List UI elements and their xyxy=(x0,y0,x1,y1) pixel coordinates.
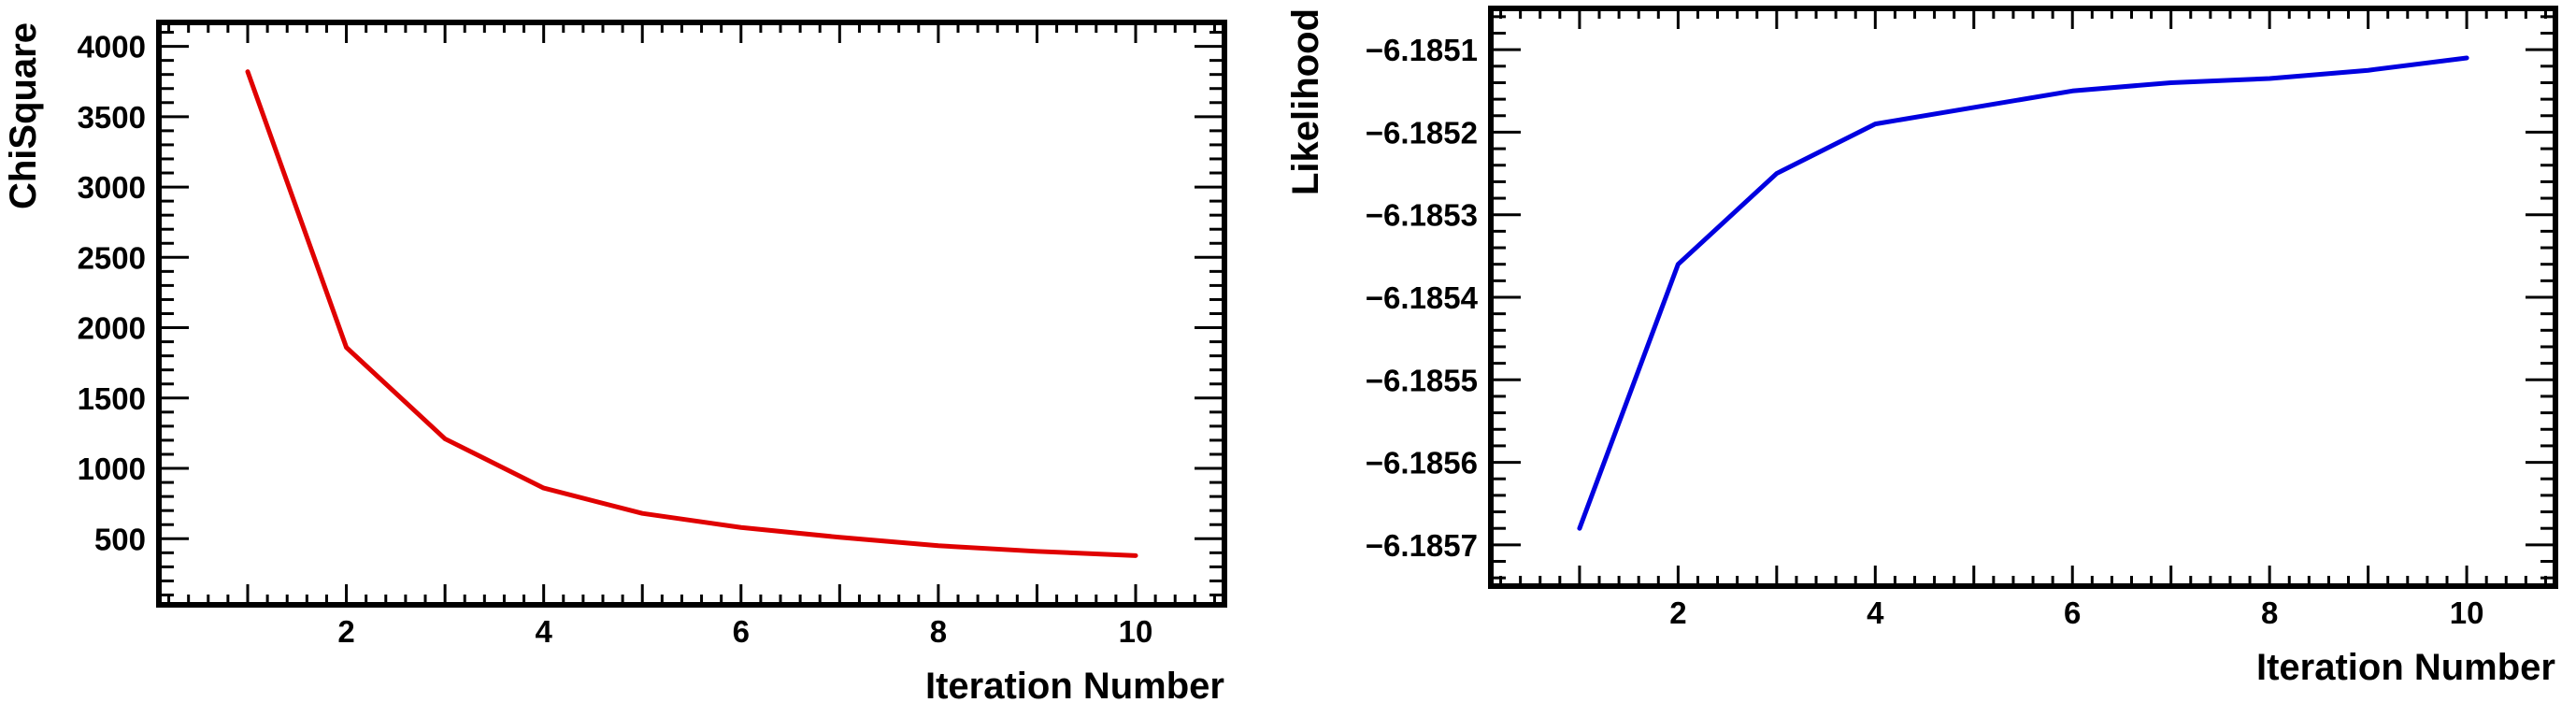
data-point xyxy=(1873,122,1878,126)
y-tick-label: 500 xyxy=(94,522,146,556)
y-tick-label: 2500 xyxy=(78,240,146,275)
y-axis-label: ChiSquare xyxy=(3,22,44,209)
y-tick-label: 1500 xyxy=(78,381,146,416)
data-point xyxy=(1676,262,1681,266)
y-axis-label: Likelihood xyxy=(1285,8,1326,195)
data-point xyxy=(640,511,645,516)
series-line xyxy=(245,69,1138,558)
x-tick-label: 10 xyxy=(2450,595,2484,630)
data-point xyxy=(443,437,448,441)
y-tick-label: −6.1855 xyxy=(1366,363,1478,397)
data-point xyxy=(1971,105,1976,109)
y-tick-label: −6.1857 xyxy=(1366,528,1478,563)
data-point xyxy=(246,69,250,74)
x-tick-label: 4 xyxy=(535,614,552,649)
y-tick-label: 1000 xyxy=(78,452,146,486)
y-tick-label: 4000 xyxy=(78,30,146,65)
x-tick-label: 6 xyxy=(2064,595,2081,630)
y-tick-label: −6.1851 xyxy=(1366,33,1478,67)
x-tick-label: 6 xyxy=(733,614,750,649)
data-point xyxy=(837,535,842,539)
data-point xyxy=(1774,171,1779,176)
y-tick-label: −6.1856 xyxy=(1366,446,1478,480)
chart-panel-1: 2 4 6 8 10 500 1000 1500 2000 2500 3000 3500 4000 Ite… xyxy=(3,20,1227,707)
x-tick-label: 8 xyxy=(2261,595,2278,630)
data-point xyxy=(2070,89,2075,93)
data-point xyxy=(2268,77,2272,81)
chart-panel-2: 2 4 6 8 10 −6.1857 −6.1856 −6.1855 −6.1854 −6.185… xyxy=(1285,6,2558,688)
x-tick-label: 8 xyxy=(930,614,947,649)
data-point xyxy=(1035,549,1039,553)
x-axis-label: Iteration Number xyxy=(2256,647,2555,688)
data-point xyxy=(2366,68,2370,73)
series-line xyxy=(1577,55,2469,531)
data-point xyxy=(2465,55,2469,60)
data-point xyxy=(541,486,546,491)
y-tick-label: 2000 xyxy=(78,311,146,346)
y-tick-label: −6.1852 xyxy=(1366,115,1478,150)
data-point xyxy=(1134,553,1138,558)
y-tick-label: 3500 xyxy=(78,100,146,135)
x-tick-label: 4 xyxy=(1867,595,1884,630)
y-tick-label: −6.1853 xyxy=(1366,198,1478,233)
data-point xyxy=(2168,80,2173,85)
plot-frame xyxy=(156,20,1227,608)
data-point xyxy=(936,543,940,548)
data-point xyxy=(344,345,349,350)
x-tick-label: 2 xyxy=(1669,595,1686,630)
y-tick-label: 3000 xyxy=(78,170,146,205)
y-tick-label: −6.1854 xyxy=(1366,280,1479,315)
x-axis-label: Iteration Number xyxy=(925,666,1224,707)
x-tick-label: 10 xyxy=(1119,614,1153,649)
x-tick-label: 2 xyxy=(337,614,354,649)
data-point xyxy=(738,525,743,530)
plot-frame xyxy=(1488,6,2558,589)
data-point xyxy=(1577,526,1581,531)
